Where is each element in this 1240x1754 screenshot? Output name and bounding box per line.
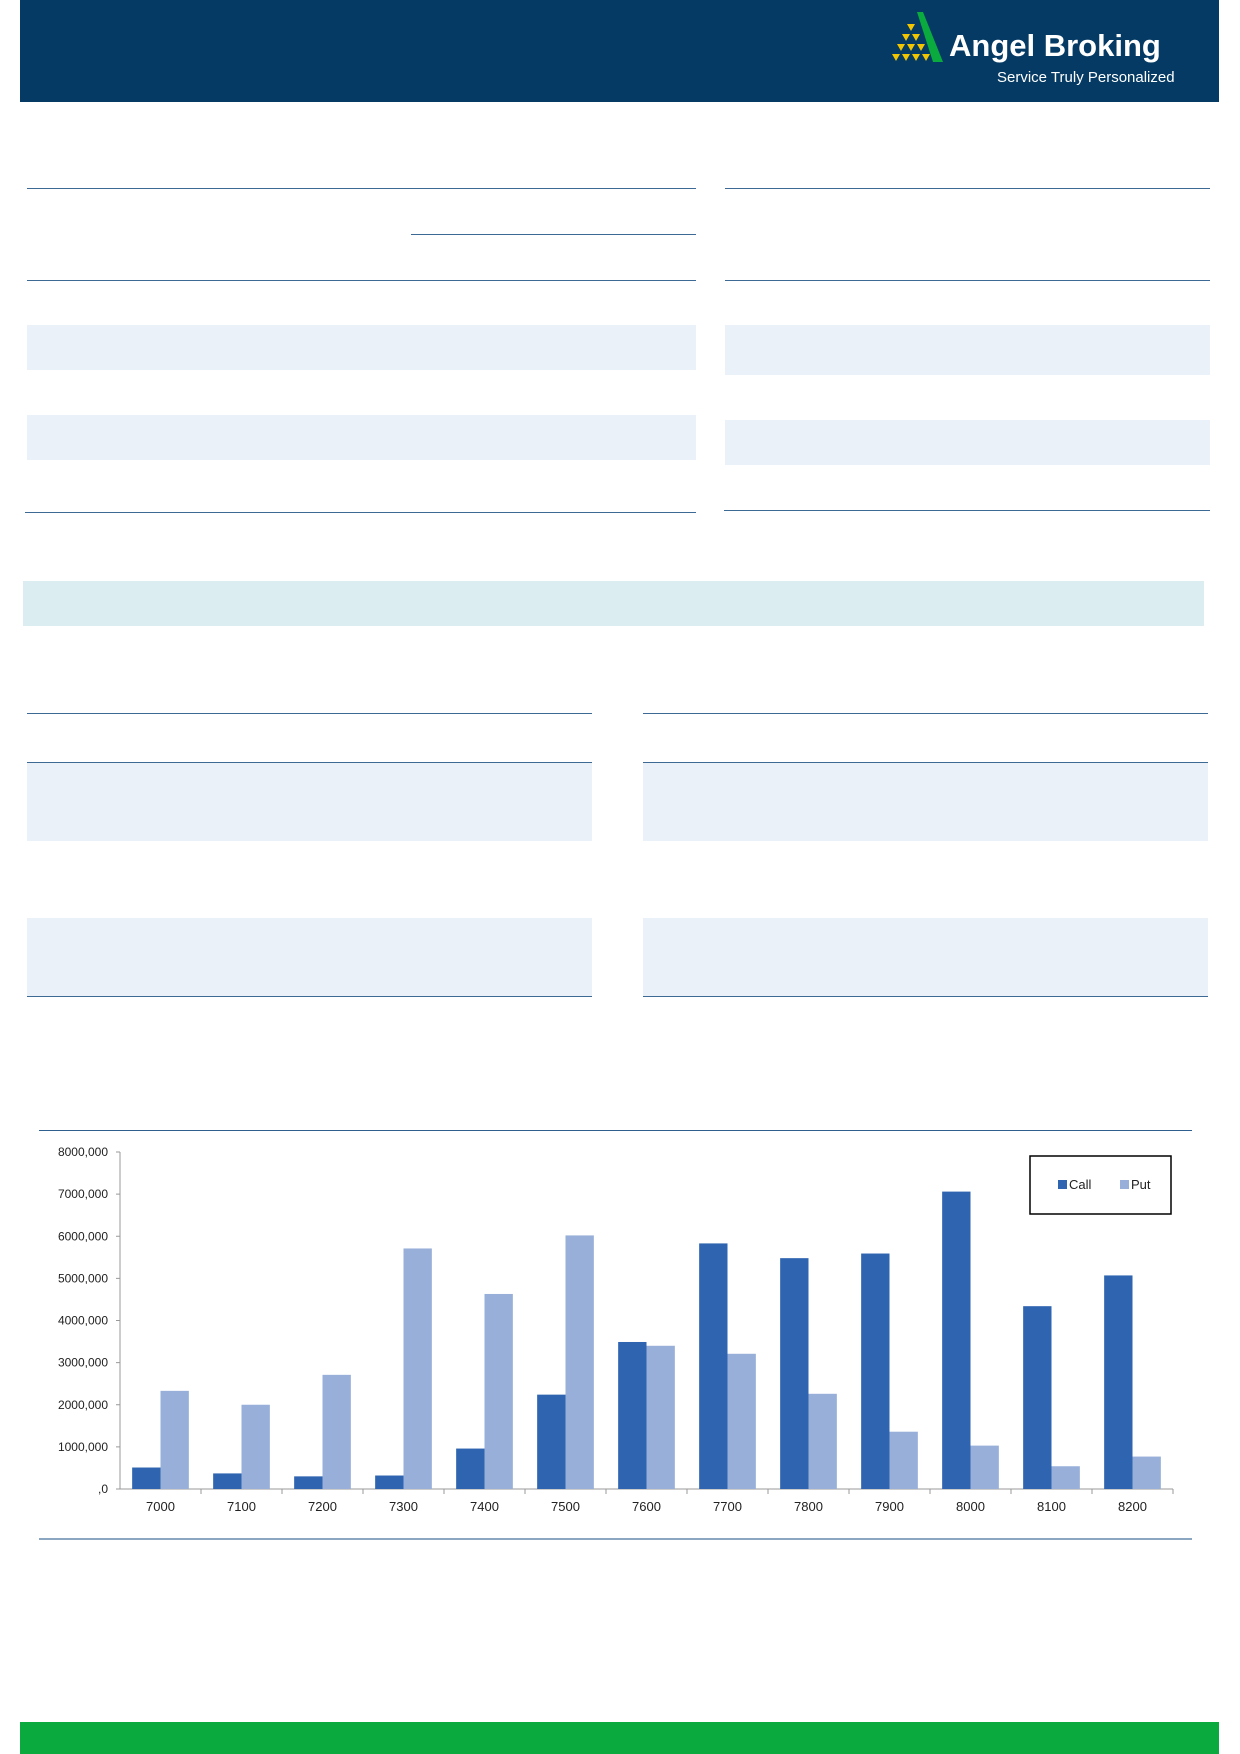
table-rule	[25, 512, 696, 513]
table-row	[27, 763, 592, 841]
bar-call	[1023, 1306, 1052, 1489]
x-tick-label: 7200	[308, 1499, 337, 1514]
bar-put	[241, 1404, 270, 1489]
bar-call	[861, 1253, 890, 1489]
table-row	[643, 918, 1208, 996]
bar-call	[942, 1191, 971, 1489]
table-rule	[643, 996, 1208, 997]
table-row	[27, 325, 696, 370]
footer-bar	[20, 1722, 1219, 1754]
table-row	[725, 325, 1210, 375]
x-tick-label: 7300	[389, 1499, 418, 1514]
y-tick-label: 2000,000	[58, 1398, 108, 1412]
x-tick-label: 8000	[956, 1499, 985, 1514]
table-rule	[27, 188, 696, 189]
header-banner: Angel Broking Service Truly Personalized	[20, 0, 1219, 102]
table-rule	[27, 280, 696, 281]
bar-call	[294, 1476, 323, 1489]
y-tick-label: 1000,000	[58, 1440, 108, 1454]
bar-call	[132, 1467, 161, 1489]
legend-box	[1029, 1155, 1172, 1215]
bar-put	[970, 1445, 999, 1489]
table-rule	[27, 762, 592, 763]
bar-call	[618, 1341, 647, 1489]
bar-put	[727, 1353, 756, 1489]
x-tick-label: 7400	[470, 1499, 499, 1514]
legend-swatch-call	[1058, 1180, 1067, 1189]
y-tick-label: 8000,000	[58, 1145, 108, 1159]
bar-call	[1104, 1275, 1133, 1489]
bar-put	[322, 1374, 351, 1489]
y-tick-label: 5000,000	[58, 1271, 108, 1285]
bar-call	[537, 1394, 566, 1489]
x-tick-label: 7500	[551, 1499, 580, 1514]
table-row	[643, 763, 1208, 841]
section-band	[23, 581, 1204, 626]
table-row	[27, 918, 592, 996]
y-tick-label: 3000,000	[58, 1356, 108, 1370]
bar-put	[1051, 1466, 1080, 1489]
table-rule	[725, 280, 1210, 281]
brand-tagline: Service Truly Personalized	[997, 69, 1175, 86]
x-tick-label: 7100	[227, 1499, 256, 1514]
oi-bar-chart: ,0 1000,000 2000,000 3000,000 4000,000 5000,0…	[58, 1145, 1174, 1514]
y-tick-label: 4000,000	[58, 1314, 108, 1328]
bar-put	[646, 1345, 675, 1489]
table-rule	[643, 762, 1208, 763]
chart-legend: Call Put	[1029, 1155, 1172, 1215]
bar-put	[160, 1390, 189, 1489]
legend-label-put: Put	[1131, 1177, 1151, 1192]
bar-call	[780, 1258, 809, 1489]
table-row	[27, 415, 696, 460]
brand-name: Angel Broking	[949, 28, 1161, 63]
bar-put	[1132, 1456, 1161, 1489]
bar-put	[565, 1235, 594, 1489]
x-tick-label: 7800	[794, 1499, 823, 1514]
x-tick-label: 8200	[1118, 1499, 1147, 1514]
bar-call	[699, 1243, 728, 1489]
bar-call	[375, 1475, 404, 1489]
x-tick-label: 7000	[146, 1499, 175, 1514]
table-rule	[725, 188, 1210, 189]
x-tick-label: 7900	[875, 1499, 904, 1514]
bar-put	[484, 1293, 513, 1489]
table-rule	[27, 996, 592, 997]
y-tick-label: 6000,000	[58, 1229, 108, 1243]
bar-put	[808, 1393, 837, 1489]
x-tick-label: 7700	[713, 1499, 742, 1514]
table-rule	[27, 713, 592, 714]
bar-call	[213, 1473, 242, 1489]
table-rule	[411, 234, 696, 235]
bar-put	[403, 1248, 432, 1489]
logo: Angel Broking Service Truly Personalized	[883, 10, 1183, 90]
legend-swatch-put	[1120, 1180, 1129, 1189]
chart-top-rule	[39, 1130, 1192, 1131]
y-tick-label: ,0	[98, 1482, 108, 1496]
y-tick-label: 7000,000	[58, 1187, 108, 1201]
bar-call	[456, 1448, 485, 1489]
x-tick-label: 8100	[1037, 1499, 1066, 1514]
table-row	[725, 420, 1210, 465]
table-rule	[643, 713, 1208, 714]
table-rule	[724, 510, 1210, 511]
bar-put	[889, 1431, 918, 1489]
angel-pyramid-logo-icon	[892, 12, 943, 62]
legend-label-call: Call	[1069, 1177, 1092, 1192]
chart-bottom-rule	[39, 1538, 1192, 1540]
x-tick-label: 7600	[632, 1499, 661, 1514]
